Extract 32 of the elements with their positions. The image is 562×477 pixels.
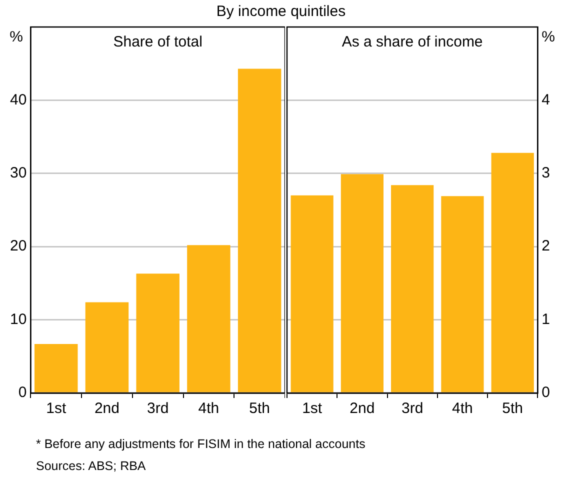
bar [34,344,78,392]
y2-tick-label: 0 [542,384,550,402]
chart-title: By income quintiles [215,3,347,20]
y-tick-label: 30 [10,164,27,182]
y2-tick-label: 1 [542,310,550,328]
x-tick-label: 3rd [401,400,424,418]
y2-tick-label: 3 [542,164,550,182]
text: * Before any adjustments for FISIM in the national accounts [36,436,366,453]
text: As a share of income [342,34,483,51]
y-tick-label: 10 [10,310,27,328]
y-tick-label: 20 [10,238,27,255]
x-tick-label: 3rd [147,400,169,418]
x-tick-label: 4th [198,400,220,418]
source-note: Sources: ABS; RBA [36,458,147,475]
y-axis-title: % [10,28,24,46]
bar [85,302,129,392]
y2-axis-title: % [542,28,555,46]
y-tick-label: 0 [18,384,27,402]
y2-tick-label: 2 [542,238,550,255]
x-tick-label: 1st [302,400,323,418]
x-tick-label: 5th [249,400,270,418]
y-tick-label: 40 [10,91,27,108]
y2-tick-label: 4 [542,91,550,108]
bar [238,68,282,392]
x-tick-label: 2nd [94,400,120,418]
x-tick-label: 5th [502,400,524,418]
text: Share of total [113,34,202,51]
x-tick-label: 1st [46,400,67,418]
x-tick-label: 2nd [350,400,375,418]
bar [136,274,180,392]
x-tick-label: 4th [452,400,473,418]
bar [187,245,230,392]
